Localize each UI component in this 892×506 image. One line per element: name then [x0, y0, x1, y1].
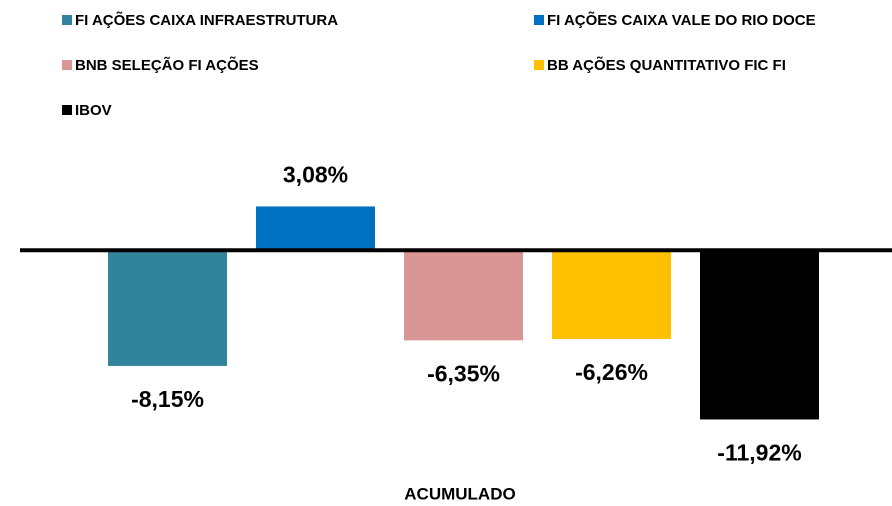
bar	[552, 250, 671, 340]
bar	[256, 206, 375, 251]
legend-label: FI AÇÕES CAIXA INFRAESTRUTURA	[75, 11, 338, 29]
bar	[108, 250, 227, 366]
data-label: -8,15%	[131, 386, 204, 412]
bar	[700, 250, 819, 420]
x-tick-label: ACUMULADO	[404, 484, 515, 503]
legend-label: FI AÇÕES CAIXA VALE DO RIO DOCE	[547, 11, 816, 29]
legend-label: IBOV	[75, 102, 112, 119]
legend-swatch	[534, 15, 544, 25]
legend-swatch	[62, 15, 72, 25]
data-label: -6,35%	[427, 360, 500, 386]
legend-label: BB AÇÕES QUANTITATIVO FIC FI	[547, 56, 786, 74]
legend-label: BNB SELEÇÃO FI AÇÕES	[75, 56, 259, 74]
bar	[404, 250, 523, 341]
legend-swatch	[534, 60, 544, 70]
legend-swatch	[62, 60, 72, 70]
legend-swatch	[62, 105, 72, 115]
data-label: -6,26%	[575, 359, 648, 385]
data-label: 3,08%	[283, 162, 348, 188]
data-label: -11,92%	[717, 440, 801, 466]
